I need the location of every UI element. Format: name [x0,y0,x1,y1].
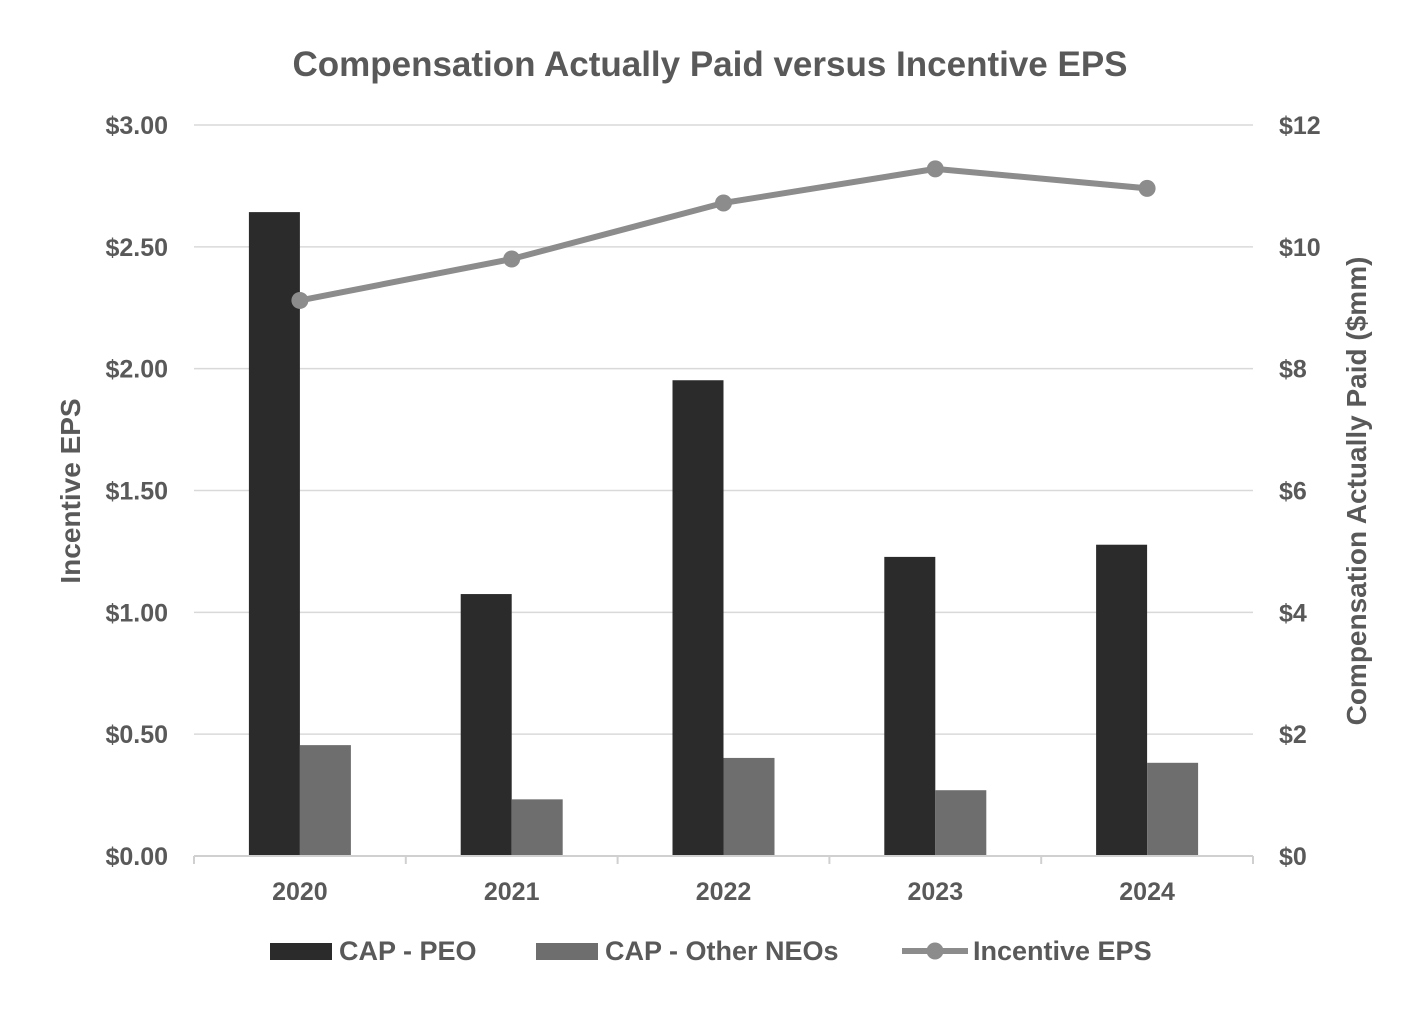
left-tick-label: $1.50 [105,478,168,506]
legend-marker [926,942,944,960]
left-tick-label: $1.00 [105,599,168,627]
left-tick-label: $2.00 [105,356,168,384]
line-point [926,160,944,178]
right-tick-label: $12 [1279,112,1321,140]
bar [511,799,563,856]
bar [299,745,351,856]
left-tick-label: $0.50 [105,721,168,749]
left-axis-ticks: $0.00 $0.50 $1.00 $1.50 $2.00 $2.50 $3.00 [105,112,168,871]
line-point [715,194,732,212]
bar [672,380,724,856]
left-axis-title: Incentive EPS [55,398,86,583]
line-series [291,160,1156,309]
legend-label: CAP - Other NEOs [605,936,839,966]
x-tick-label: 2022 [696,878,752,906]
left-tick-label: $2.50 [105,234,168,262]
line-series-path [299,165,1148,304]
right-tick-label: $0 [1279,843,1307,871]
legend-swatch [270,943,332,960]
legend: CAP - PEO CAP - Other NEOs Incentive EPS [270,936,1152,966]
right-axis-title: Compensation Actually Paid ($mm) [1341,257,1372,726]
line-point [1138,179,1156,197]
left-tick-label: $3.00 [105,112,168,140]
bars [248,212,1199,856]
bar [248,212,300,856]
right-tick-label: $2 [1279,721,1307,749]
x-tick-label: 2020 [272,878,328,906]
x-tick-label: 2024 [1119,878,1175,906]
x-tick-label: 2021 [484,878,540,906]
right-tick-label: $6 [1279,478,1307,506]
left-tick-label: $0.00 [105,843,168,871]
bar [884,556,936,856]
right-axis-ticks: $0 $2 $4 $6 $8 $10 $12 [1279,112,1321,871]
bar [723,757,775,856]
x-axis: 2020 2021 2022 2023 2024 [193,855,1254,906]
legend-swatch [536,943,598,960]
chart-title: Compensation Actually Paid versus Incent… [292,45,1127,84]
legend-label: CAP - PEO [339,936,477,966]
right-tick-label: $8 [1279,356,1307,384]
bar [1096,544,1148,856]
line-point [291,291,309,309]
bar [1147,762,1199,856]
right-tick-label: $10 [1279,234,1321,262]
line-point [503,250,521,268]
legend-label: Incentive EPS [973,936,1152,966]
bar [935,790,987,856]
x-tick-label: 2023 [907,878,963,906]
bar [460,594,512,856]
right-tick-label: $4 [1279,599,1307,627]
